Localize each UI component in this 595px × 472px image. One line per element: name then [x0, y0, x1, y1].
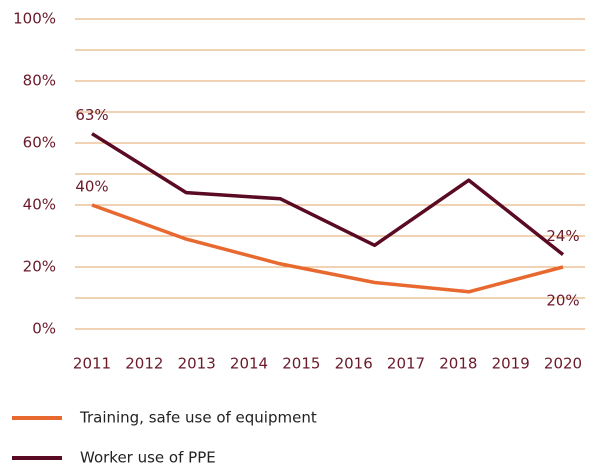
x-tick-label: 2012 [125, 355, 163, 373]
x-tick-label: 2019 [492, 355, 530, 373]
y-tick-label: 20% [23, 258, 56, 276]
x-tick-label: 2013 [178, 355, 216, 373]
x-tick-label: 2018 [439, 355, 477, 373]
y-tick-label: 40% [23, 196, 56, 214]
y-tick-label: 100% [13, 10, 56, 28]
series-line [91, 203, 564, 294]
series-line [91, 132, 565, 256]
x-tick-label: 2017 [387, 355, 425, 373]
y-tick-label: 60% [23, 134, 56, 152]
y-tick-label: 80% [23, 72, 56, 90]
x-tick-label: 2020 [544, 355, 582, 373]
x-tick-label: 2016 [335, 355, 373, 373]
y-tick-label: 0% [32, 320, 56, 338]
x-tick-label: 2014 [230, 355, 268, 373]
data-label: 20% [546, 292, 579, 310]
legend-label: Training, safe use of equipment [79, 409, 317, 427]
data-label: 40% [75, 178, 108, 196]
x-tick-label: 2011 [73, 355, 111, 373]
x-tick-label: 2015 [282, 355, 320, 373]
data-label: 24% [546, 227, 579, 245]
legend-label: Worker use of PPE [80, 449, 216, 467]
data-label: 63% [75, 106, 108, 124]
